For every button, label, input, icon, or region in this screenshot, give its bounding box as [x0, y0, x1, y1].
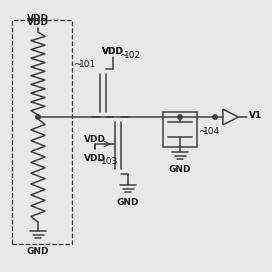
Bar [12, 20, 72, 244]
Text: ~: ~ [74, 60, 82, 70]
Text: VDD: VDD [27, 14, 49, 23]
Text: 104: 104 [203, 128, 220, 137]
Text: VDD: VDD [84, 154, 106, 163]
Text: GND: GND [169, 165, 191, 174]
Circle shape [213, 115, 217, 119]
Text: GND: GND [27, 247, 49, 256]
Text: 103: 103 [101, 156, 118, 165]
Text: 101: 101 [79, 60, 96, 69]
Text: ~: ~ [97, 156, 105, 166]
Text: VDD: VDD [84, 135, 106, 144]
Text: GND: GND [117, 198, 139, 207]
Text: V1: V1 [249, 112, 262, 120]
Text: 102: 102 [124, 51, 141, 60]
Circle shape [178, 115, 182, 119]
Circle shape [36, 115, 40, 119]
Bar [163, 112, 197, 147]
Text: VDD: VDD [27, 18, 49, 27]
Text: ~: ~ [120, 51, 128, 61]
Text: VDD: VDD [102, 47, 124, 56]
Text: ~: ~ [199, 127, 207, 137]
Text: VDD: VDD [102, 47, 124, 56]
